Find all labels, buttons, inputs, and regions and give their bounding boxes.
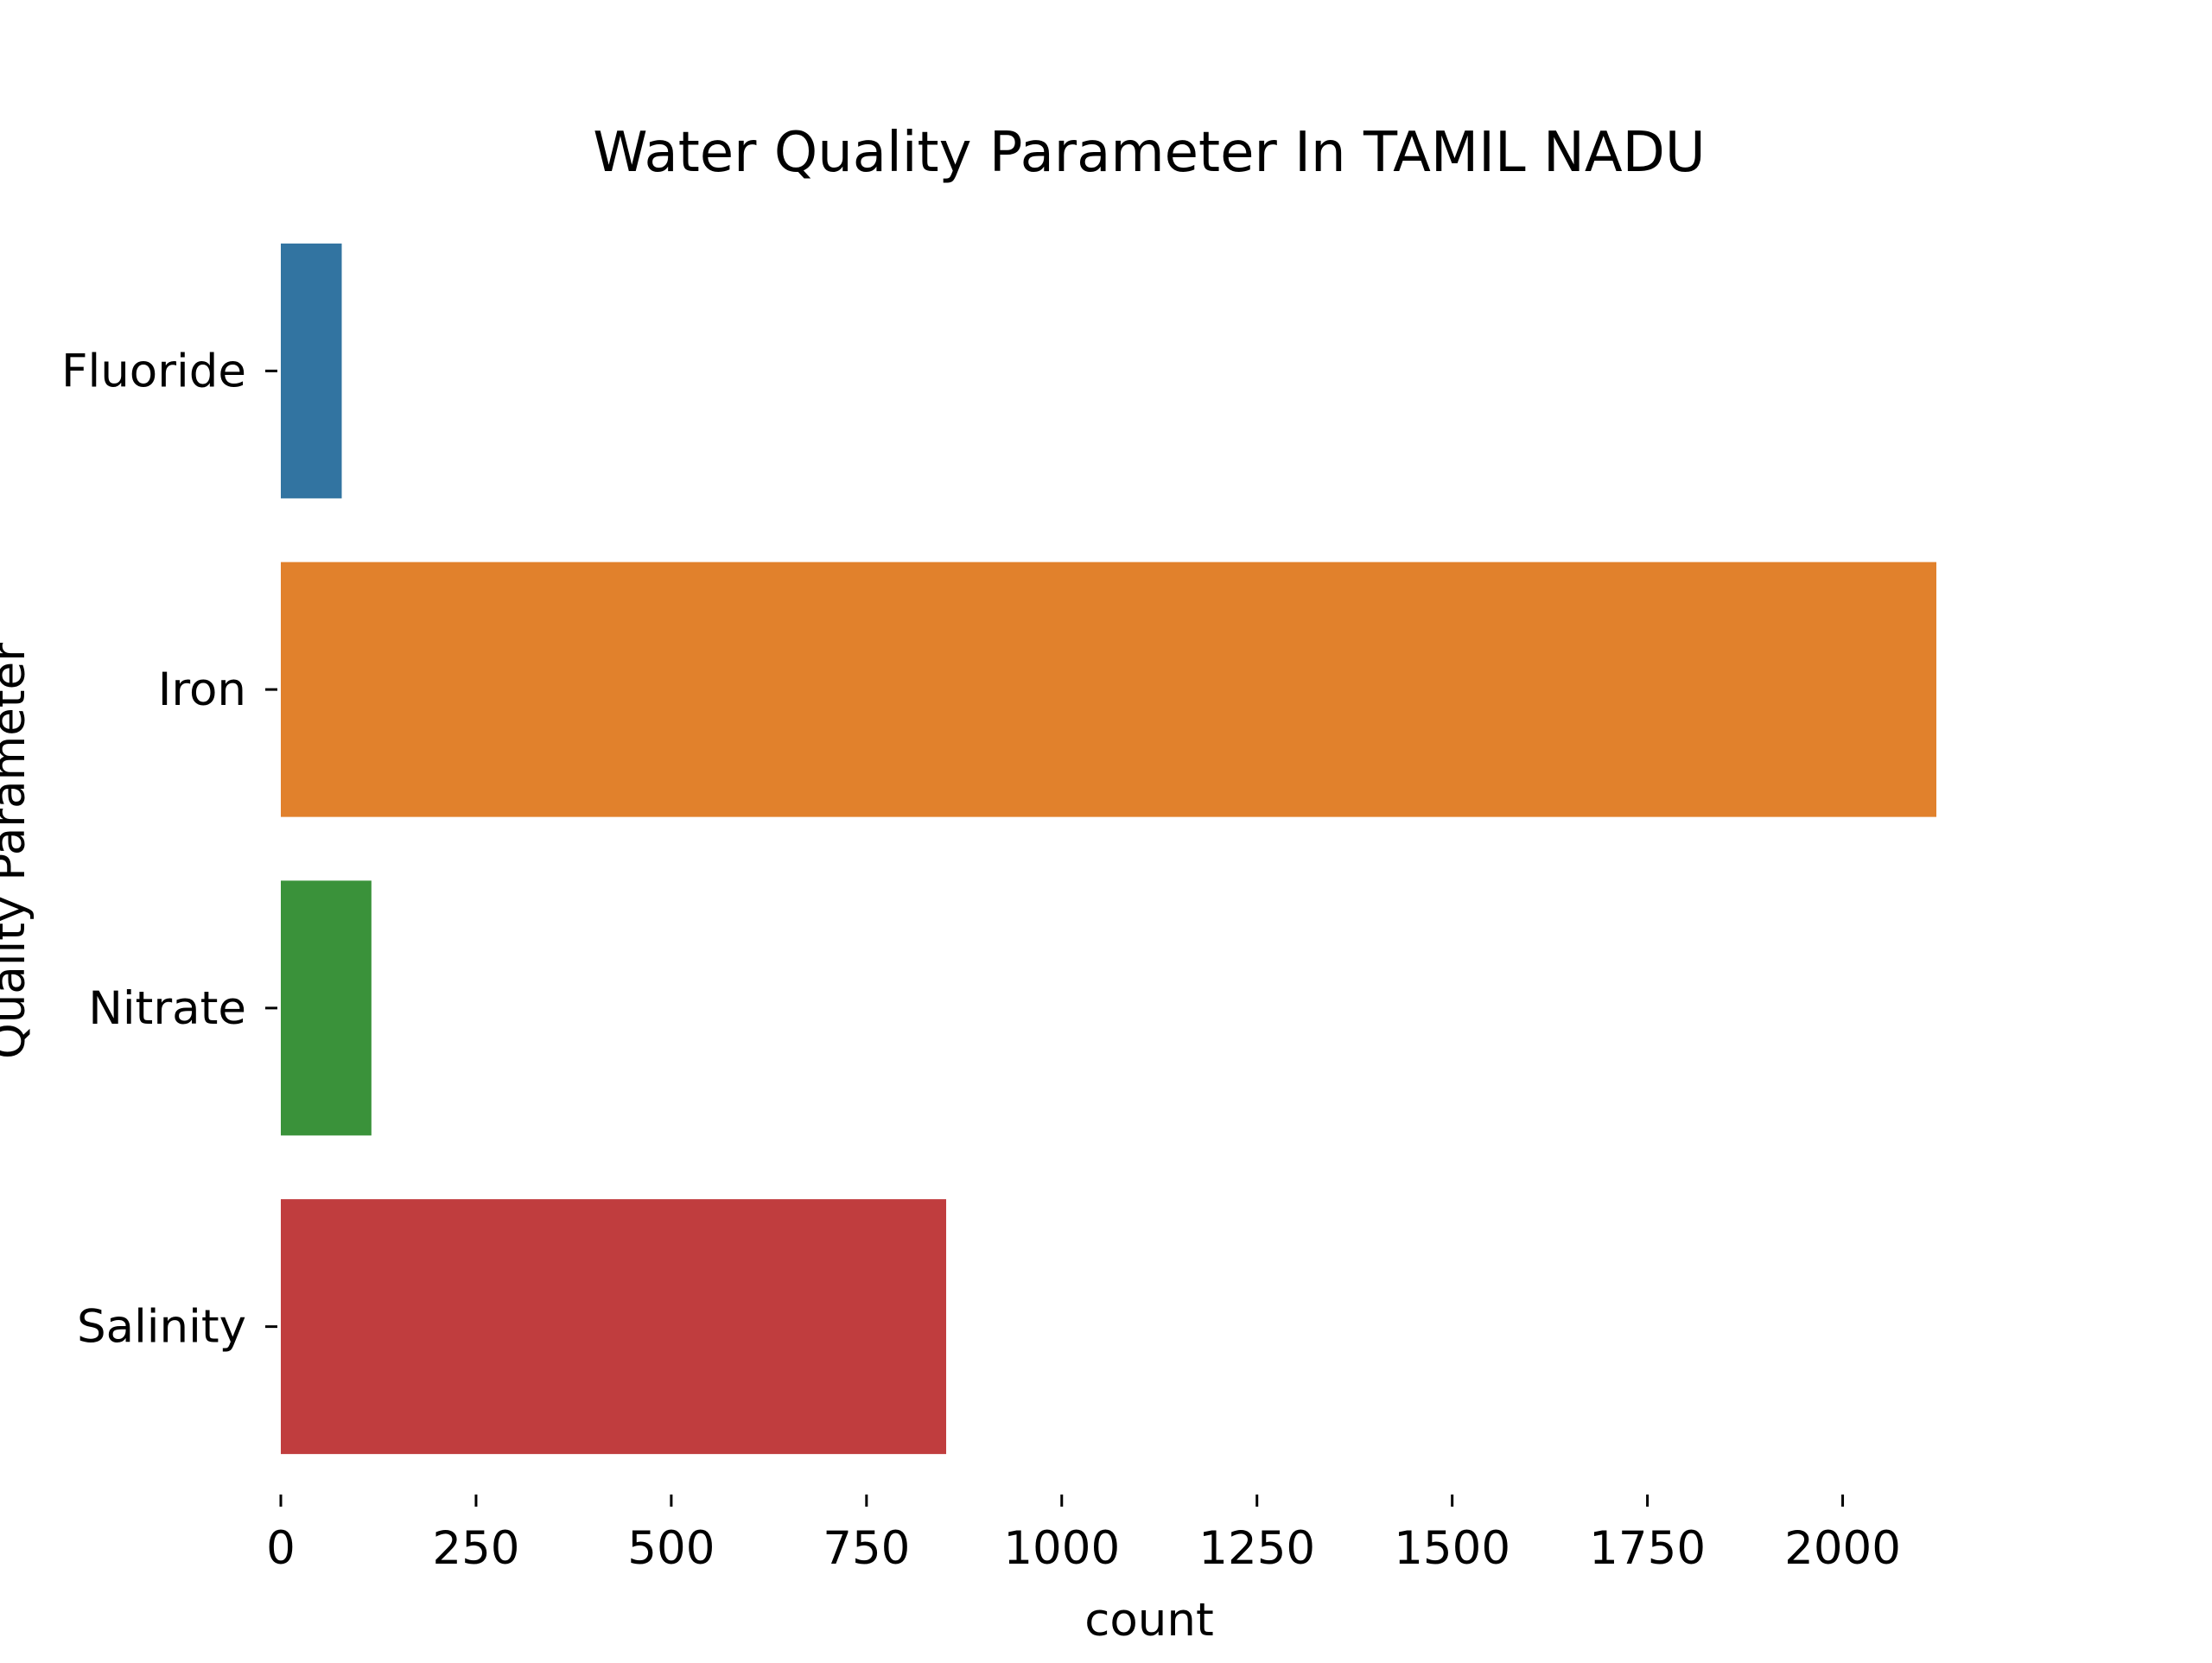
x-tick-label: 1250 [1198, 1522, 1315, 1575]
x-tick-label: 1000 [1003, 1522, 1120, 1575]
x-tick-label: 2000 [1784, 1522, 1901, 1575]
x-tick-label: 750 [823, 1522, 910, 1575]
y-axis-label: Quality Parameter [0, 643, 35, 1059]
y-tick-label: Iron [158, 663, 246, 716]
x-tick-label: 1500 [1394, 1522, 1510, 1575]
x-tick-label: 250 [432, 1522, 519, 1575]
y-tick-label: Fluoride [61, 345, 246, 397]
bar-salinity [281, 1199, 947, 1455]
chart-title: Water Quality Parameter In TAMIL NADU [593, 121, 1705, 185]
bars-layer [281, 243, 1936, 1455]
x-axis: 0 250 500 750 1000 1250 1500 1750 2000 [266, 1495, 1901, 1575]
x-tick-label: 500 [627, 1522, 715, 1575]
x-axis-label: count [1084, 1594, 1214, 1647]
bar-fluoride [281, 243, 342, 498]
y-tick-label: Salinity [77, 1301, 246, 1354]
x-tick-label: 0 [266, 1522, 296, 1575]
x-tick-label: 1750 [1589, 1522, 1706, 1575]
bar-nitrate [281, 880, 372, 1136]
bar-iron [281, 562, 1936, 817]
y-axis: Fluoride Iron Nitrate Salinity [61, 345, 277, 1354]
y-tick-label: Nitrate [88, 982, 246, 1035]
